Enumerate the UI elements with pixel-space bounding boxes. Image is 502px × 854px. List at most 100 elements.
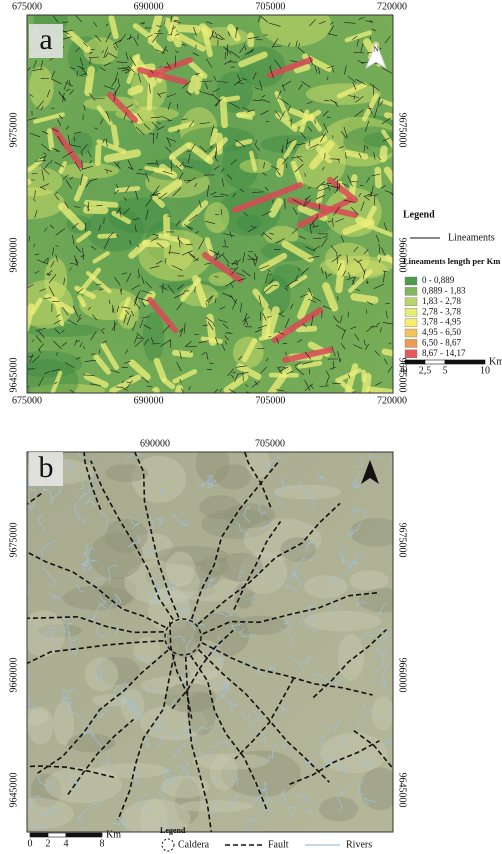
legend-class: 0,889 - 1,83: [422, 285, 466, 295]
scale-label: 2,5: [419, 365, 432, 376]
legend-title: Legend: [403, 209, 435, 220]
legend-swatch: [405, 298, 417, 306]
relief-patch: [210, 755, 238, 791]
panel-label: a: [39, 23, 52, 56]
relief-patch: [319, 797, 358, 822]
legend-class: 1,83 - 2,78: [422, 296, 461, 306]
top-tick-label: 690000: [134, 1, 164, 12]
legend-item: Caldera: [178, 839, 210, 850]
legend-swatch: [405, 277, 417, 285]
relief-patch: [359, 588, 409, 612]
right-tick-label: 9675000: [397, 113, 408, 148]
scale-label: 8: [100, 838, 105, 849]
top-tick-label: 675000: [12, 1, 42, 12]
left-tick-label: 9660000: [8, 658, 19, 693]
left-tick-label: 9645000: [8, 358, 19, 393]
highland-band: [300, 363, 320, 366]
scale-bar-segment: [405, 360, 425, 364]
highland-band: [88, 70, 91, 93]
legend-swatch: [405, 319, 417, 327]
legend-caldera: [162, 839, 174, 851]
terrain-patch: [204, 202, 229, 233]
bottom-tick-label: 705000: [255, 395, 285, 406]
bottom-tick-label: 720000: [377, 395, 407, 406]
legend-item: Lineaments: [448, 232, 495, 243]
legend-class: 2,78 - 3,78: [422, 306, 461, 316]
relief-patch: [166, 551, 195, 586]
highland-band: [87, 203, 116, 205]
legend-class: 3,78 - 4,95: [422, 317, 461, 327]
legend-swatch: [405, 308, 417, 316]
relief-patch: [90, 532, 144, 579]
highland-band: [212, 131, 215, 144]
scale-unit: Km: [106, 829, 121, 840]
highland-band: [203, 27, 210, 33]
top-tick-label: 705000: [255, 438, 285, 449]
relief-patch: [350, 518, 402, 547]
legend-item: Fault: [268, 839, 289, 850]
scale-label: 0: [28, 838, 33, 849]
left-tick-label: 9645000: [8, 773, 19, 808]
highland-band: [192, 79, 195, 90]
legend-subtitle: Lineaments length per Km: [403, 256, 500, 266]
scale-label: 5: [443, 365, 448, 376]
highland-band: [298, 329, 314, 330]
highland-band: [280, 162, 281, 174]
legend-swatch: [405, 339, 417, 347]
relief-patch: [27, 707, 53, 745]
highland-band: [131, 89, 139, 92]
legend-swatch: [405, 350, 417, 358]
relief-patch: [349, 571, 388, 591]
legend-title: Legend: [160, 826, 186, 835]
relief-patch: [215, 464, 251, 489]
left-tick-label: 9675000: [8, 113, 19, 148]
top-tick-label: 720000: [377, 1, 407, 12]
highland-band: [108, 153, 137, 158]
relief-patch: [280, 537, 316, 561]
highland-band: [226, 98, 238, 100]
right-tick-label: 9660000: [397, 658, 408, 693]
relief-patch: [360, 767, 400, 810]
scale-bar-segment: [48, 833, 66, 837]
left-tick-label: 9675000: [8, 523, 19, 558]
scale-bar-segment: [66, 833, 102, 837]
legend-swatch: [405, 287, 417, 295]
scale-label: 2: [46, 838, 51, 849]
scale-label: 4: [64, 838, 69, 849]
legend-class: 4,95 - 6,50: [422, 327, 461, 337]
top-tick-label: 705000: [255, 1, 285, 12]
relief-patch: [304, 575, 347, 598]
terrain-patch: [143, 312, 165, 362]
legend-class: 0 - 0,889: [422, 275, 455, 285]
highland-band: [385, 352, 398, 355]
scale-bar-segment: [30, 833, 48, 837]
right-tick-label: 9645000: [397, 773, 408, 808]
highland-band: [383, 149, 384, 159]
relief-patch: [234, 616, 287, 635]
panel-label: b: [39, 451, 54, 484]
scale-unit: Km: [489, 356, 502, 367]
highland-band: [347, 153, 365, 157]
legend-class: 8,67 - 14,17: [422, 348, 466, 358]
legend-item: Rivers: [346, 839, 372, 850]
figure: ab67500069000070500072000067500069000070…: [0, 0, 502, 854]
relief-patch: [321, 733, 388, 774]
highland-band: [50, 131, 52, 148]
highland-band: [369, 390, 393, 393]
right-tick-label: 9675000: [397, 523, 408, 558]
highland-band: [114, 127, 117, 144]
top-tick-label: 690000: [140, 438, 170, 449]
highland-band: [238, 115, 251, 118]
scale-bar-segment: [425, 360, 445, 364]
scale-label: 0: [403, 365, 408, 376]
scale-bar-segment: [445, 360, 485, 364]
north-label: N: [373, 46, 378, 54]
relief-patch: [133, 637, 160, 663]
highland-band: [268, 285, 276, 290]
bottom-tick-label: 690000: [134, 395, 164, 406]
highland-band: [98, 147, 99, 163]
relief-patch: [372, 696, 394, 730]
highland-band: [203, 339, 220, 342]
legend-class: 6,50 - 8,67: [422, 337, 461, 347]
relief-patch: [304, 611, 381, 632]
